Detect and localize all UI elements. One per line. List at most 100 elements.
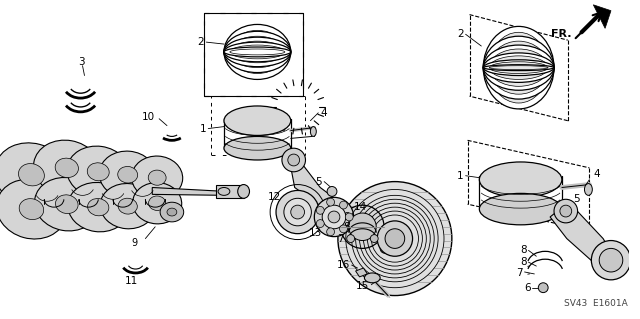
Ellipse shape <box>224 47 291 57</box>
Circle shape <box>276 190 319 234</box>
Ellipse shape <box>100 183 155 229</box>
Ellipse shape <box>218 188 230 195</box>
Circle shape <box>282 148 305 172</box>
Ellipse shape <box>230 45 285 59</box>
Circle shape <box>284 198 312 226</box>
Text: 8: 8 <box>520 245 527 256</box>
Circle shape <box>377 221 413 256</box>
Ellipse shape <box>230 36 285 68</box>
Bar <box>216 185 244 198</box>
Ellipse shape <box>224 31 291 72</box>
Ellipse shape <box>489 32 548 103</box>
Text: 7: 7 <box>337 234 344 244</box>
Text: 9: 9 <box>131 238 138 248</box>
Ellipse shape <box>118 198 138 214</box>
Circle shape <box>338 182 452 295</box>
Ellipse shape <box>364 273 380 283</box>
Ellipse shape <box>230 49 285 55</box>
Circle shape <box>538 283 548 293</box>
Polygon shape <box>290 158 367 233</box>
Text: 1: 1 <box>200 123 206 134</box>
Ellipse shape <box>483 36 554 99</box>
Circle shape <box>345 213 353 221</box>
Text: 2: 2 <box>457 29 463 39</box>
Ellipse shape <box>237 185 250 198</box>
Text: 11: 11 <box>125 276 138 286</box>
Text: 6: 6 <box>391 238 397 248</box>
Circle shape <box>349 213 376 241</box>
Polygon shape <box>550 205 617 268</box>
Ellipse shape <box>224 106 291 136</box>
Ellipse shape <box>224 42 291 62</box>
Ellipse shape <box>148 196 166 211</box>
Text: 8: 8 <box>343 222 349 232</box>
Ellipse shape <box>224 137 291 160</box>
Circle shape <box>314 197 354 237</box>
Polygon shape <box>593 5 611 28</box>
Ellipse shape <box>19 199 44 219</box>
Text: 8: 8 <box>343 212 349 222</box>
Ellipse shape <box>132 156 182 199</box>
Ellipse shape <box>88 198 109 216</box>
Text: 4: 4 <box>593 169 600 179</box>
Circle shape <box>371 235 378 242</box>
Ellipse shape <box>19 164 44 186</box>
Ellipse shape <box>68 182 129 232</box>
Circle shape <box>554 199 577 223</box>
Polygon shape <box>152 188 226 195</box>
Circle shape <box>288 154 300 166</box>
Ellipse shape <box>230 30 285 74</box>
Ellipse shape <box>479 193 562 225</box>
Circle shape <box>322 205 346 229</box>
Ellipse shape <box>0 143 68 207</box>
Circle shape <box>340 201 348 209</box>
Circle shape <box>599 249 623 272</box>
Text: 10: 10 <box>142 112 156 122</box>
Circle shape <box>326 198 335 206</box>
Text: 5: 5 <box>573 194 580 204</box>
Polygon shape <box>356 268 367 277</box>
Text: 14: 14 <box>354 202 367 212</box>
Ellipse shape <box>99 151 156 198</box>
Text: 16: 16 <box>337 260 349 270</box>
Ellipse shape <box>483 45 554 90</box>
Circle shape <box>347 235 355 242</box>
Ellipse shape <box>483 60 554 76</box>
Text: 2: 2 <box>198 37 204 47</box>
Ellipse shape <box>132 182 182 224</box>
Ellipse shape <box>224 37 291 67</box>
Ellipse shape <box>489 66 548 70</box>
Circle shape <box>316 220 324 227</box>
Ellipse shape <box>35 177 99 231</box>
Circle shape <box>326 228 335 236</box>
Text: 8: 8 <box>520 257 527 267</box>
Ellipse shape <box>230 41 285 63</box>
Circle shape <box>341 205 384 249</box>
Text: 3: 3 <box>79 57 85 67</box>
Ellipse shape <box>479 162 562 197</box>
Ellipse shape <box>33 140 100 196</box>
Text: 5: 5 <box>316 177 322 187</box>
Text: 12: 12 <box>268 192 281 202</box>
Circle shape <box>380 243 390 253</box>
Ellipse shape <box>310 127 316 137</box>
Text: 4: 4 <box>320 108 327 118</box>
Text: 1: 1 <box>457 171 463 181</box>
Ellipse shape <box>483 26 554 109</box>
Ellipse shape <box>167 208 177 216</box>
Ellipse shape <box>148 170 166 185</box>
Circle shape <box>327 187 337 196</box>
Ellipse shape <box>160 202 184 222</box>
Ellipse shape <box>0 179 67 239</box>
Circle shape <box>316 206 324 214</box>
Circle shape <box>591 241 630 280</box>
Ellipse shape <box>483 65 554 70</box>
Circle shape <box>328 211 340 223</box>
Ellipse shape <box>489 62 548 74</box>
Ellipse shape <box>483 53 554 82</box>
Ellipse shape <box>56 195 78 213</box>
Circle shape <box>385 229 404 249</box>
Ellipse shape <box>87 163 109 181</box>
Circle shape <box>560 205 572 217</box>
Ellipse shape <box>224 25 291 79</box>
